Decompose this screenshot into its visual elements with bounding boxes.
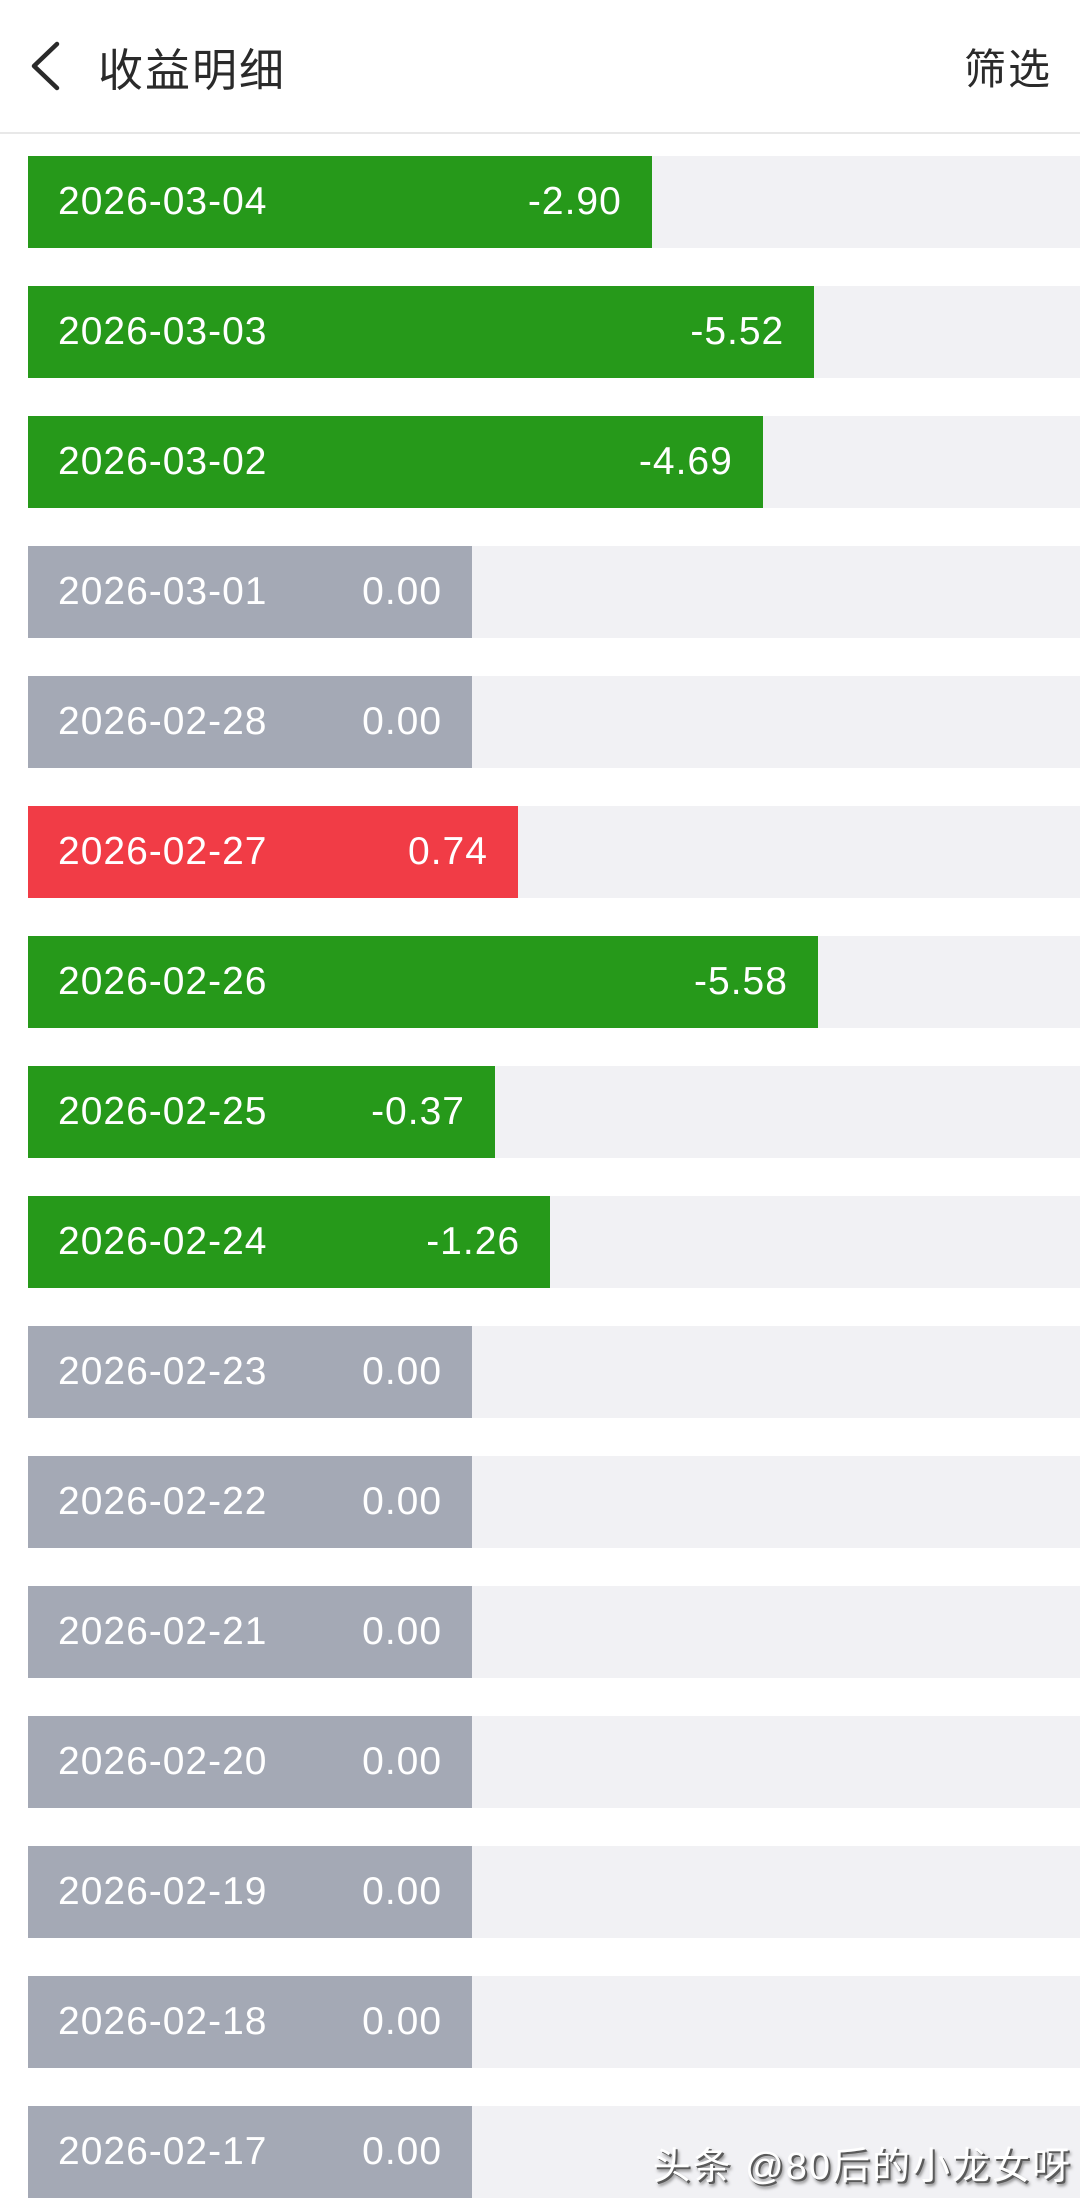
bar: 2026-02-28 0.00 bbox=[28, 676, 473, 768]
bar: 2026-02-21 0.00 bbox=[28, 1586, 473, 1678]
bar-row: 2026-02-23 0.00 bbox=[28, 1326, 1080, 1418]
bar-date: 2026-03-02 bbox=[58, 440, 268, 483]
filter-button[interactable]: 筛选 bbox=[964, 36, 1052, 97]
bar-row: 2026-02-20 0.00 bbox=[28, 1716, 1080, 1808]
bar-value: -2.90 bbox=[527, 180, 622, 223]
header: 收益明细 筛选 bbox=[0, 0, 1080, 134]
bar: 2026-02-26 -5.58 bbox=[28, 936, 818, 1028]
bar-row: 2026-02-25 -0.37 bbox=[28, 1066, 1080, 1158]
bar: 2026-02-19 0.00 bbox=[28, 1846, 473, 1938]
bar-value: 0.00 bbox=[362, 1740, 443, 1783]
bar-row: 2026-02-24 -1.26 bbox=[28, 1196, 1080, 1288]
bar-row: 2026-03-02 -4.69 bbox=[28, 416, 1080, 508]
bar-value: 0.00 bbox=[362, 1480, 443, 1523]
bar-date: 2026-02-28 bbox=[58, 700, 268, 743]
bar-date: 2026-02-18 bbox=[58, 2000, 268, 2043]
bar-value: -4.69 bbox=[638, 440, 733, 483]
bar-value: 0.00 bbox=[362, 2000, 443, 2043]
bar-row: 2026-02-26 -5.58 bbox=[28, 936, 1080, 1028]
bar-date: 2026-02-19 bbox=[58, 1870, 268, 1913]
bar-date: 2026-03-01 bbox=[58, 570, 268, 613]
bar-row: 2026-02-21 0.00 bbox=[28, 1586, 1080, 1678]
bar-date: 2026-02-17 bbox=[58, 2130, 268, 2173]
bar-value: 0.00 bbox=[362, 700, 443, 743]
bar-date: 2026-02-25 bbox=[58, 1090, 268, 1133]
bar-value: 0.00 bbox=[362, 1870, 443, 1913]
bar-row: 2026-02-19 0.00 bbox=[28, 1846, 1080, 1938]
bar-date: 2026-02-27 bbox=[58, 830, 268, 873]
bar-value: -1.26 bbox=[426, 1220, 521, 1263]
bar: 2026-03-01 0.00 bbox=[28, 546, 473, 638]
bar-row: 2026-02-18 0.00 bbox=[28, 1976, 1080, 2068]
bar-date: 2026-03-03 bbox=[58, 310, 268, 353]
page-title: 收益明细 bbox=[98, 44, 287, 96]
bar-value: 0.74 bbox=[408, 830, 488, 873]
bar-row: 2026-02-22 0.00 bbox=[28, 1456, 1080, 1548]
bar: 2026-02-17 0.00 bbox=[28, 2106, 473, 2198]
bar-value: 0.00 bbox=[362, 1610, 443, 1653]
bar-value: 0.00 bbox=[362, 570, 443, 613]
bar-value: -0.37 bbox=[371, 1090, 465, 1133]
bar: 2026-02-22 0.00 bbox=[28, 1456, 473, 1548]
bar-date: 2026-02-26 bbox=[58, 960, 268, 1003]
bar-row: 2026-02-17 0.00 bbox=[28, 2106, 1080, 2198]
bar-row: 2026-02-28 0.00 bbox=[28, 676, 1080, 768]
bar: 2026-02-23 0.00 bbox=[28, 1326, 473, 1418]
bar-row: 2026-03-04 -2.90 bbox=[28, 156, 1080, 248]
bar-row: 2026-02-27 0.74 bbox=[28, 806, 1080, 898]
bar-value: -5.52 bbox=[690, 310, 785, 353]
chevron-left-icon bbox=[31, 41, 60, 91]
bar-date: 2026-02-24 bbox=[58, 1220, 268, 1263]
bar-row: 2026-03-03 -5.52 bbox=[28, 286, 1080, 378]
bar: 2026-02-20 0.00 bbox=[28, 1716, 473, 1808]
bar: 2026-03-02 -4.69 bbox=[28, 416, 763, 508]
bar-date: 2026-02-21 bbox=[58, 1610, 268, 1653]
bar-value: -5.58 bbox=[694, 960, 788, 1003]
bar-date: 2026-02-20 bbox=[58, 1740, 268, 1783]
profit-bar-list: 2026-03-04 -2.90 2026-03-03 -5.52 2026-0… bbox=[0, 134, 1080, 2198]
bar: 2026-02-18 0.00 bbox=[28, 1976, 473, 2068]
bar: 2026-02-27 0.74 bbox=[28, 806, 518, 898]
bar-row: 2026-03-01 0.00 bbox=[28, 546, 1080, 638]
bar: 2026-03-03 -5.52 bbox=[28, 286, 815, 378]
bar-date: 2026-02-22 bbox=[58, 1480, 268, 1523]
bar: 2026-02-24 -1.26 bbox=[28, 1196, 551, 1288]
bar: 2026-02-25 -0.37 bbox=[28, 1066, 495, 1158]
bar-value: 0.00 bbox=[362, 1350, 443, 1393]
bar-value: 0.00 bbox=[362, 2130, 443, 2173]
back-button[interactable] bbox=[28, 39, 72, 93]
bar: 2026-03-04 -2.90 bbox=[28, 156, 652, 248]
bar-date: 2026-02-23 bbox=[58, 1350, 268, 1393]
bar-date: 2026-03-04 bbox=[58, 180, 268, 223]
